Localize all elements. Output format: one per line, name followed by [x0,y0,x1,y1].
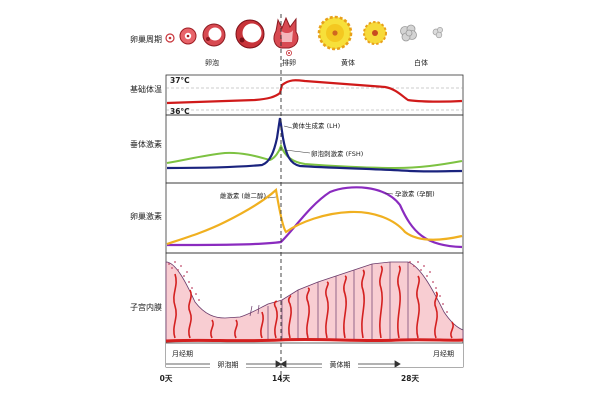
temp-label-37: 37°C [170,76,190,85]
estrogen-curve [166,187,463,246]
day-label-0: 0天 [160,374,173,383]
corpus-albicans-icon [400,24,417,42]
phase-label-luteal: 黄体期 [330,360,351,369]
follicular-label-bg [210,358,246,369]
legend-estrogen: 雌激素 (雌二醇) [220,191,266,200]
stage-label-ovulation: 排卵 [282,58,296,67]
corpus-luteum-icon [317,15,353,51]
estrogen-leader-line [267,196,277,199]
row-label-endometrium: 子宫内膜 [130,302,162,312]
phase-label-menstrual-start: 月经期 [172,349,193,358]
mature-follicle-icon [235,19,265,49]
endometrial-gland-ridges [249,262,409,340]
fsh-curve [166,143,463,170]
lh-curve [166,117,463,173]
ovary-stage-icons [165,15,443,57]
stage-label-corpus-albicans: 白体 [414,58,428,67]
lh-leader-line [283,125,293,129]
phase-label-follicular: 卵泡期 [218,360,239,369]
regressing-corpus-luteum-icon [363,21,387,45]
corpus-albicans-small-icon [432,27,443,39]
stage-label-corpus-luteum: 黄体 [341,58,355,67]
endometrium-illustration [165,261,464,343]
stage-label-follicle: 卵泡 [205,58,219,67]
row-label-ovarian-hormone: 卵巢激素 [130,211,162,221]
row-label-ovarian-cycle: 卵巢周期 [130,34,162,44]
spiral-arteries [173,265,454,339]
legend-lh: 黄体生成素 (LH) [292,121,340,130]
legend-progesterone: 孕激素 (孕酮) [395,189,435,198]
row-label-basal-temp: 基础体温 [130,84,162,94]
day-label-14: 14天 [272,374,290,383]
growing-follicle-icon [202,23,226,47]
endometrium-tissue [165,261,464,341]
luteal-label-bg [322,358,358,369]
day-label-28: 28天 [401,374,419,383]
temp-label-36: 36°C [170,107,190,116]
primordial-follicle-icon [165,33,175,43]
progesterone-curve [166,186,463,249]
phase-label-menstrual-end: 月经期 [433,349,454,358]
shedding-dots [168,261,448,313]
progesterone-leader-line [384,192,394,195]
primary-follicle-icon [179,27,197,45]
fsh-leader-line [284,149,311,154]
row-label-pituitary: 垂体激素 [130,139,162,149]
basal-vessel-layer [165,337,464,343]
basal-temperature-curve [166,79,463,105]
legend-fsh: 卵泡刺激素 (FSH) [311,149,363,158]
ovulation-follicle-icon [273,16,299,57]
